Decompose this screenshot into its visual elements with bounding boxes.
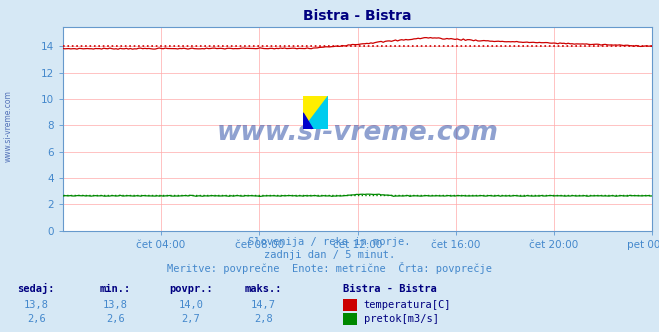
Text: Slovenija / reke in morje.: Slovenija / reke in morje.: [248, 237, 411, 247]
Text: 14,7: 14,7: [251, 300, 276, 310]
Text: 2,8: 2,8: [254, 314, 273, 324]
Text: temperatura[C]: temperatura[C]: [364, 300, 451, 310]
Text: www.si-vreme.com: www.si-vreme.com: [3, 90, 13, 162]
Text: 14,0: 14,0: [179, 300, 204, 310]
Text: zadnji dan / 5 minut.: zadnji dan / 5 minut.: [264, 250, 395, 260]
Text: povpr.:: povpr.:: [169, 284, 213, 294]
Text: 13,8: 13,8: [24, 300, 49, 310]
Title: Bistra - Bistra: Bistra - Bistra: [303, 9, 412, 23]
Text: pretok[m3/s]: pretok[m3/s]: [364, 314, 439, 324]
Text: 2,7: 2,7: [182, 314, 200, 324]
Text: www.si-vreme.com: www.si-vreme.com: [217, 120, 498, 146]
Text: 13,8: 13,8: [103, 300, 128, 310]
Text: Bistra - Bistra: Bistra - Bistra: [343, 284, 436, 294]
Polygon shape: [303, 96, 328, 129]
Text: min.:: min.:: [100, 284, 131, 294]
Polygon shape: [303, 96, 328, 129]
Text: 2,6: 2,6: [106, 314, 125, 324]
Text: Meritve: povprečne  Enote: metrične  Črta: povprečje: Meritve: povprečne Enote: metrične Črta:…: [167, 262, 492, 274]
Polygon shape: [303, 113, 313, 129]
Text: maks.:: maks.:: [245, 284, 282, 294]
Text: 2,6: 2,6: [27, 314, 45, 324]
Text: sedaj:: sedaj:: [18, 283, 55, 294]
